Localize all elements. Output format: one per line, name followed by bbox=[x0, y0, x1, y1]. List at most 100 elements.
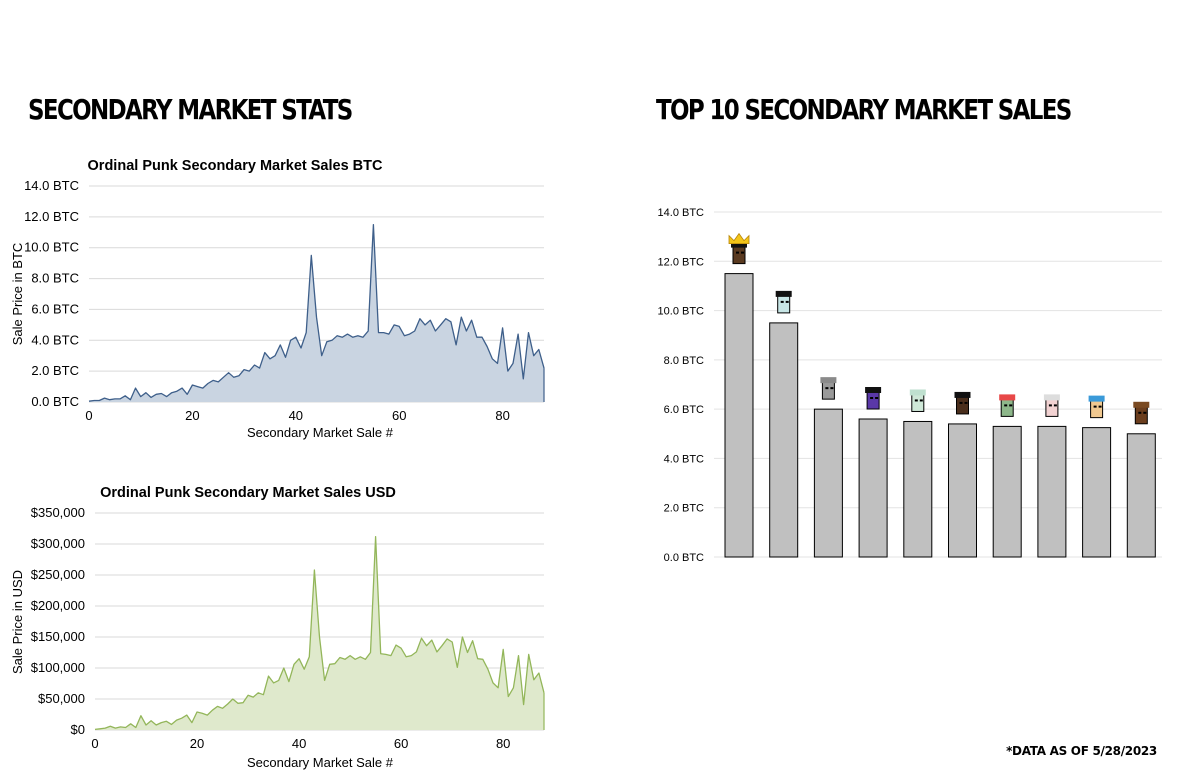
punk-face bbox=[821, 380, 835, 400]
punk-face bbox=[777, 294, 791, 314]
punk-hair bbox=[909, 389, 926, 396]
punk-eye bbox=[1004, 404, 1008, 407]
usd-x-tick-label: 20 bbox=[190, 736, 204, 751]
punk-eye bbox=[1138, 411, 1142, 414]
bar-6 bbox=[948, 423, 977, 558]
punk-eye bbox=[1048, 404, 1052, 407]
bar-10 bbox=[1126, 433, 1156, 558]
btc-x-tick-label: 80 bbox=[495, 408, 509, 423]
punk-hair bbox=[1043, 394, 1060, 401]
usd-y-tick-label: $100,000 bbox=[31, 660, 85, 675]
punk-face bbox=[1090, 399, 1104, 419]
top-sales-heading: TOP 10 SECONDARY MARKET SALES bbox=[656, 93, 1072, 126]
punk-hair bbox=[954, 391, 971, 398]
usd-y-tick-label: $50,000 bbox=[38, 691, 85, 706]
punk-hair bbox=[999, 394, 1016, 401]
btc-sales-chart: Ordinal Punk Secondary Market Sales BTC … bbox=[10, 158, 545, 440]
bar-y-tick-label: 4.0 BTC bbox=[664, 453, 704, 465]
usd-y-tick-label: $200,000 bbox=[31, 598, 85, 613]
punk-hair bbox=[731, 241, 747, 248]
punk-rainbow-hair-icon bbox=[999, 394, 1016, 417]
usd-y-tick-label: $250,000 bbox=[31, 567, 85, 582]
btc-x-tick-label: 20 bbox=[185, 408, 199, 423]
usd-x-tick-label: 60 bbox=[394, 736, 408, 751]
btc-x-tick-label: 0 bbox=[85, 408, 92, 423]
usd-y-tick-label: $0 bbox=[71, 722, 85, 737]
usd-x-tick-label: 0 bbox=[91, 736, 98, 751]
btc-y-tick-label: 2.0 BTC bbox=[31, 363, 79, 378]
btc-y-tick-label: 12.0 BTC bbox=[24, 209, 79, 224]
btc-x-axis-label: Secondary Market Sale # bbox=[247, 425, 394, 440]
top-sales-bar-chart: 0.0 BTC 2.0 BTC 4.0 BTC 6.0 BTC 8.0 BTC 10.0 … bbox=[658, 207, 1162, 564]
punk-face bbox=[956, 395, 969, 415]
crown-icon bbox=[728, 232, 750, 245]
btc-y-tick-label: 6.0 BTC bbox=[31, 301, 79, 316]
usd-x-tick-label: 40 bbox=[292, 736, 306, 751]
bar-7 bbox=[992, 425, 1022, 558]
punk-face bbox=[1045, 397, 1059, 417]
bar-1 bbox=[724, 273, 754, 558]
bar-y-tick-label: 8.0 BTC bbox=[664, 355, 704, 367]
punk-black-hair-icon bbox=[775, 290, 792, 314]
punk-eye bbox=[919, 399, 923, 402]
bar-8 bbox=[1037, 425, 1067, 558]
punk-zombie-icon bbox=[820, 377, 837, 400]
bar-4 bbox=[858, 418, 888, 558]
data-date-footnote: *DATA AS OF 5/28/2023 bbox=[1006, 744, 1157, 758]
punk-face bbox=[732, 245, 746, 265]
punk-ape-hat-icon bbox=[865, 387, 882, 410]
punk-hair bbox=[820, 377, 837, 384]
usd-y-tick-label: $300,000 bbox=[31, 536, 85, 551]
punk-brown-cowboy-icon bbox=[1133, 401, 1150, 425]
punk-eye bbox=[870, 397, 874, 399]
bar-y-tick-label: 12.0 BTC bbox=[658, 256, 705, 268]
punk-eye bbox=[1009, 404, 1013, 407]
punk-eye bbox=[785, 300, 789, 303]
btc-area-fill bbox=[89, 224, 544, 402]
bar-y-tick-label: 0.0 BTC bbox=[664, 552, 704, 564]
punk-eye bbox=[1098, 405, 1102, 408]
punk-hair bbox=[865, 387, 882, 393]
btc-y-axis-label: Sale Price in BTC bbox=[10, 243, 25, 346]
btc-y-tick-label: 10.0 BTC bbox=[24, 240, 79, 255]
punk-eye bbox=[1143, 411, 1147, 414]
usd-sales-chart: Ordinal Punk Secondary Market Sales USD … bbox=[10, 485, 545, 770]
punk-eye bbox=[875, 397, 879, 399]
punk-eye bbox=[1053, 404, 1057, 407]
bar-y-tick-label: 10.0 BTC bbox=[658, 306, 705, 318]
punk-eye bbox=[830, 387, 834, 390]
punk-eye bbox=[825, 387, 829, 390]
usd-y-tick-label: $350,000 bbox=[31, 505, 85, 520]
usd-y-axis-label: Sale Price in USD bbox=[10, 570, 25, 674]
punk-eye bbox=[741, 251, 744, 254]
btc-y-tick-label: 8.0 BTC bbox=[31, 271, 79, 286]
btc-x-tick-label: 60 bbox=[392, 408, 406, 423]
usd-chart-title: Ordinal Punk Secondary Market Sales USD bbox=[100, 485, 396, 501]
btc-y-tick-label: 4.0 BTC bbox=[31, 332, 79, 347]
punk-crown-icon bbox=[728, 232, 750, 265]
punk-hair bbox=[775, 290, 792, 297]
punk-eye bbox=[736, 251, 739, 254]
punk-skull-icon bbox=[909, 389, 926, 412]
bar-9 bbox=[1082, 427, 1112, 558]
bar-y-tick-label: 2.0 BTC bbox=[664, 503, 704, 515]
bar-3 bbox=[813, 408, 843, 558]
punk-eye bbox=[959, 401, 963, 404]
btc-x-tick-label: 40 bbox=[289, 408, 303, 423]
punk-face bbox=[866, 390, 880, 410]
punk-hair bbox=[1088, 395, 1105, 402]
punk-face bbox=[911, 392, 925, 412]
punk-cowboy-icon bbox=[954, 391, 971, 415]
usd-x-axis-label: Secondary Market Sale # bbox=[247, 755, 394, 770]
bar-y-tick-label: 14.0 BTC bbox=[658, 207, 705, 219]
usd-y-tick-label: $150,000 bbox=[31, 629, 85, 644]
usd-area-fill bbox=[95, 536, 544, 730]
bar-2 bbox=[769, 322, 799, 558]
punk-hair bbox=[1133, 401, 1150, 408]
stats-heading: SECONDARY MARKET STATS bbox=[28, 93, 353, 126]
punk-pale-icon bbox=[1043, 394, 1060, 417]
punk-face bbox=[1000, 397, 1014, 417]
punk-eye bbox=[964, 401, 968, 404]
btc-chart-title: Ordinal Punk Secondary Market Sales BTC bbox=[88, 158, 383, 174]
btc-y-tick-label: 14.0 BTC bbox=[24, 178, 79, 193]
